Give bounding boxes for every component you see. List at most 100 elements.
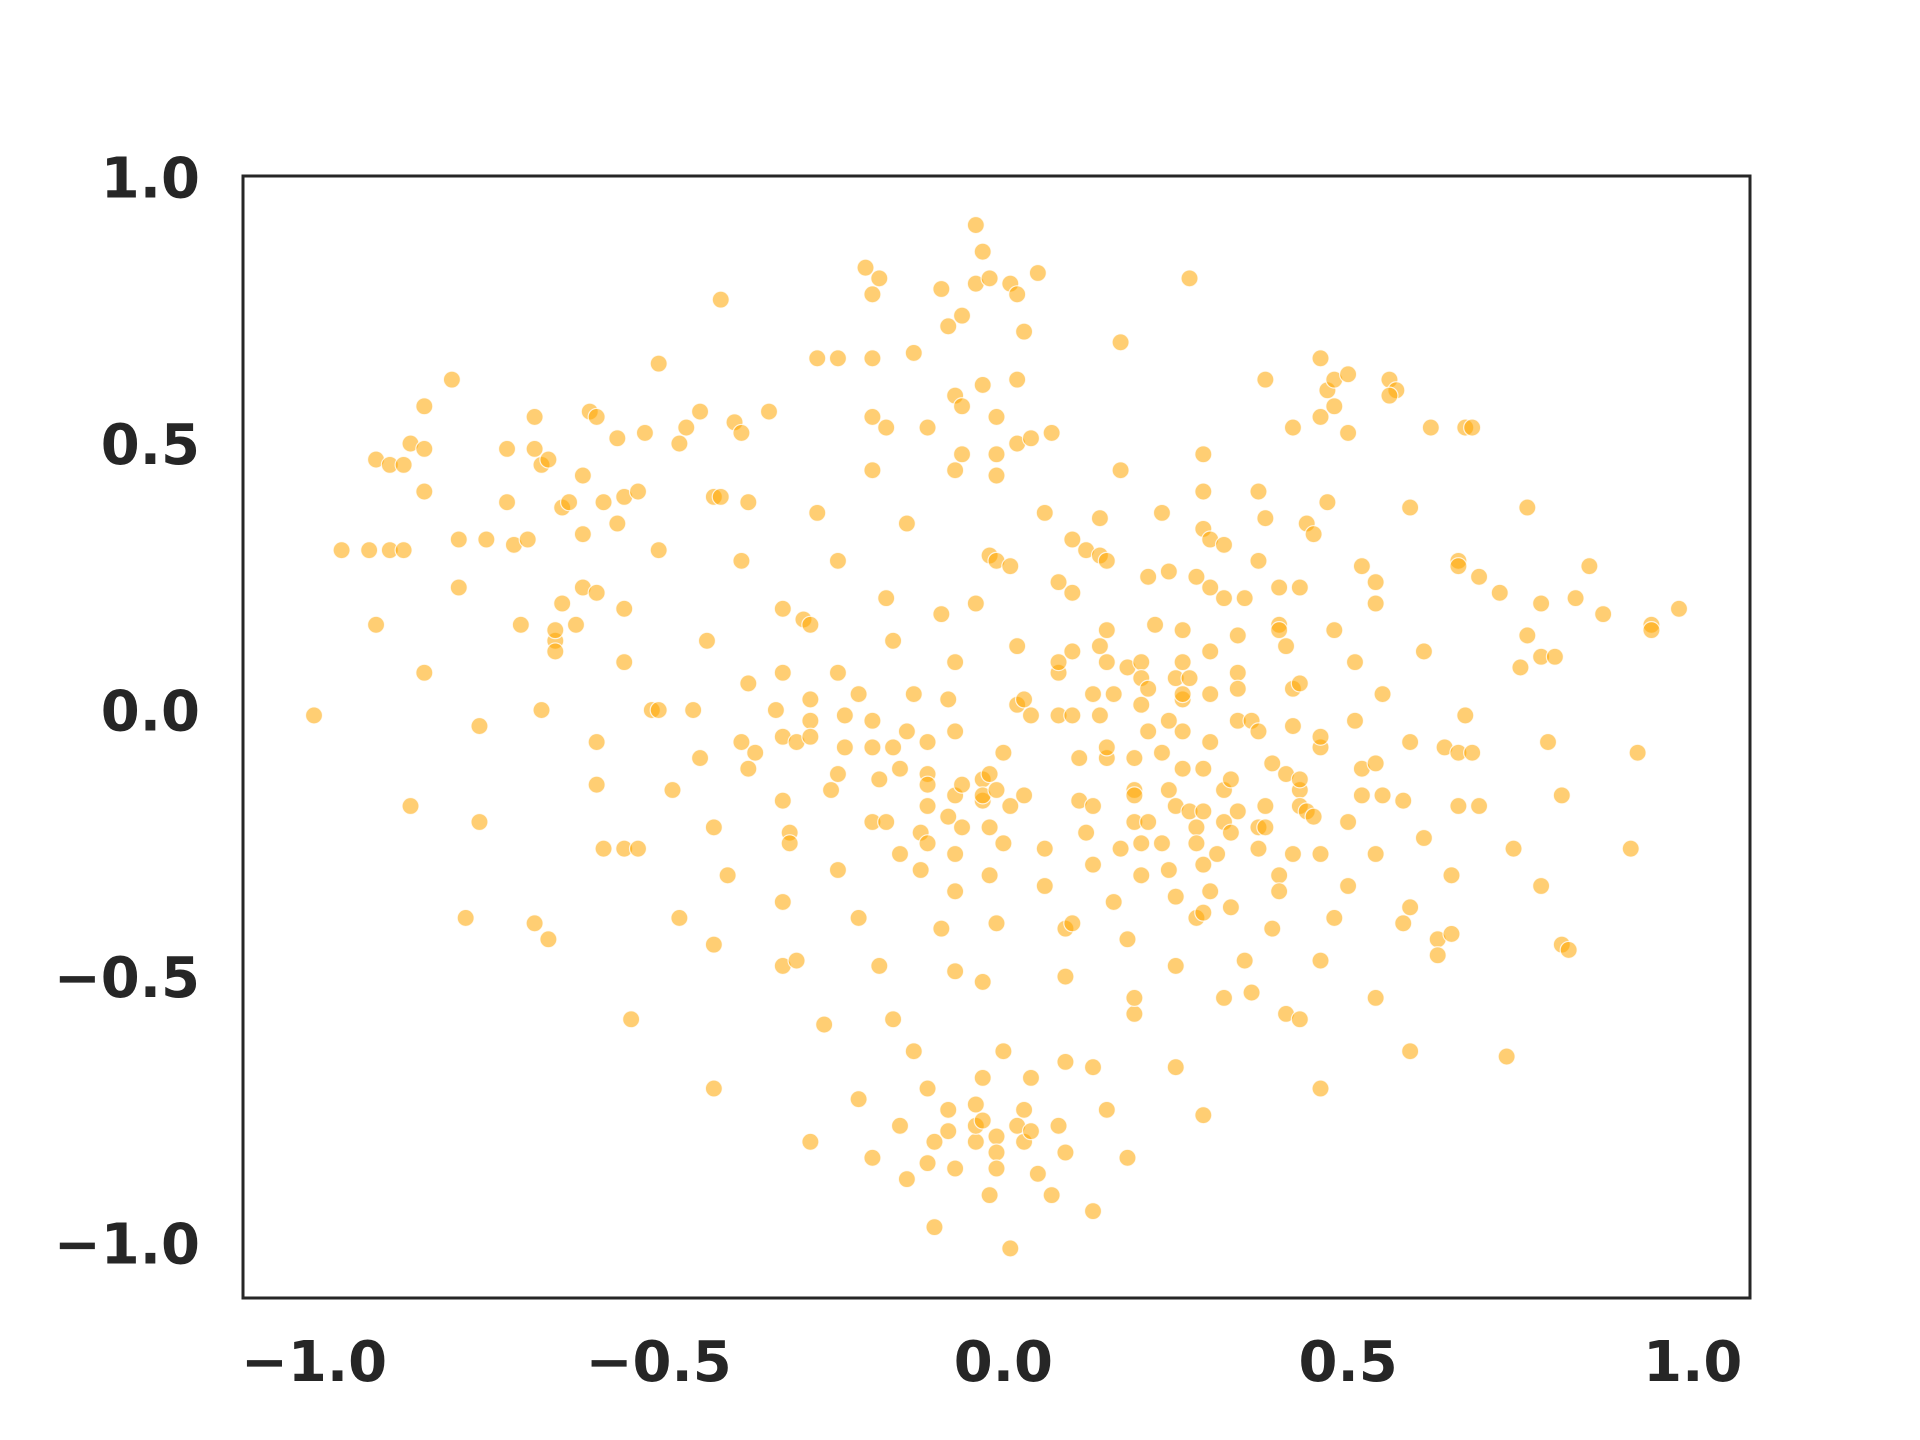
point <box>1428 946 1447 965</box>
point <box>1414 642 1434 661</box>
point <box>1118 1148 1137 1167</box>
point <box>1338 423 1358 443</box>
point <box>1139 722 1158 741</box>
point <box>1187 567 1206 586</box>
point <box>1159 780 1178 800</box>
point <box>918 796 937 816</box>
point <box>1449 557 1468 576</box>
x-tick-label: −1.0 <box>241 1330 387 1395</box>
point <box>1152 834 1172 853</box>
point <box>973 1111 992 1130</box>
point <box>1104 684 1123 704</box>
point <box>1270 866 1289 885</box>
point <box>801 1132 820 1151</box>
point <box>470 812 489 832</box>
point <box>877 812 896 832</box>
plot-area <box>243 176 1750 1298</box>
point <box>1056 967 1075 986</box>
point <box>1173 653 1192 672</box>
point <box>835 706 854 725</box>
point <box>1518 498 1537 517</box>
point <box>573 525 592 544</box>
point <box>1214 535 1234 554</box>
point <box>1235 589 1254 608</box>
point <box>815 1015 834 1034</box>
point <box>952 445 972 464</box>
point <box>587 407 606 427</box>
point <box>946 844 965 864</box>
point <box>670 434 689 453</box>
point <box>1090 637 1110 656</box>
point <box>1201 578 1220 597</box>
point <box>1249 482 1268 501</box>
x-tick-label: −0.5 <box>586 1330 732 1395</box>
point <box>1256 509 1275 528</box>
point <box>628 839 648 858</box>
point <box>1290 578 1309 597</box>
point <box>497 439 517 459</box>
point <box>573 466 592 485</box>
point <box>1311 349 1330 368</box>
point <box>525 407 544 427</box>
point <box>1028 263 1047 283</box>
point <box>918 775 937 794</box>
point <box>497 493 517 512</box>
point <box>828 349 848 368</box>
point <box>1249 551 1268 570</box>
point <box>1008 637 1027 656</box>
point <box>987 445 1006 464</box>
point <box>1001 1239 1020 1258</box>
point <box>1035 503 1054 522</box>
point <box>1214 988 1234 1008</box>
point <box>1325 908 1344 928</box>
plot-frame <box>241 174 1752 1300</box>
point <box>1077 823 1096 842</box>
point <box>849 908 868 928</box>
point <box>1290 770 1309 789</box>
point <box>863 711 882 730</box>
point <box>987 1127 1006 1146</box>
point <box>946 461 965 480</box>
point <box>918 1154 937 1173</box>
point <box>449 530 468 549</box>
point <box>870 269 889 288</box>
point <box>539 930 558 949</box>
point <box>966 215 985 235</box>
point <box>1111 839 1130 858</box>
point <box>1270 621 1289 640</box>
point <box>1104 892 1123 912</box>
point <box>1201 882 1220 901</box>
point <box>1097 551 1116 570</box>
point <box>1228 679 1247 698</box>
point <box>1166 1058 1185 1077</box>
point <box>1290 1010 1309 1029</box>
point <box>835 738 854 757</box>
point <box>1166 956 1185 976</box>
point <box>559 493 579 512</box>
point <box>1056 1143 1075 1162</box>
point <box>704 935 723 954</box>
point <box>732 732 751 752</box>
point <box>773 791 792 810</box>
point <box>808 349 827 368</box>
point <box>883 631 903 650</box>
point <box>635 423 655 443</box>
point <box>883 738 903 757</box>
point <box>622 1010 641 1029</box>
point <box>987 914 1006 933</box>
point <box>690 748 710 768</box>
point <box>1263 919 1282 938</box>
point <box>1083 1202 1103 1221</box>
point <box>739 493 758 512</box>
point <box>739 759 758 778</box>
point <box>1559 940 1578 960</box>
point <box>828 551 848 570</box>
point <box>897 514 916 533</box>
point <box>1194 802 1213 821</box>
point <box>1021 1122 1041 1141</box>
point <box>1532 594 1551 613</box>
point <box>1228 626 1247 645</box>
point <box>1338 876 1358 896</box>
point <box>918 1079 937 1098</box>
point <box>456 908 475 928</box>
